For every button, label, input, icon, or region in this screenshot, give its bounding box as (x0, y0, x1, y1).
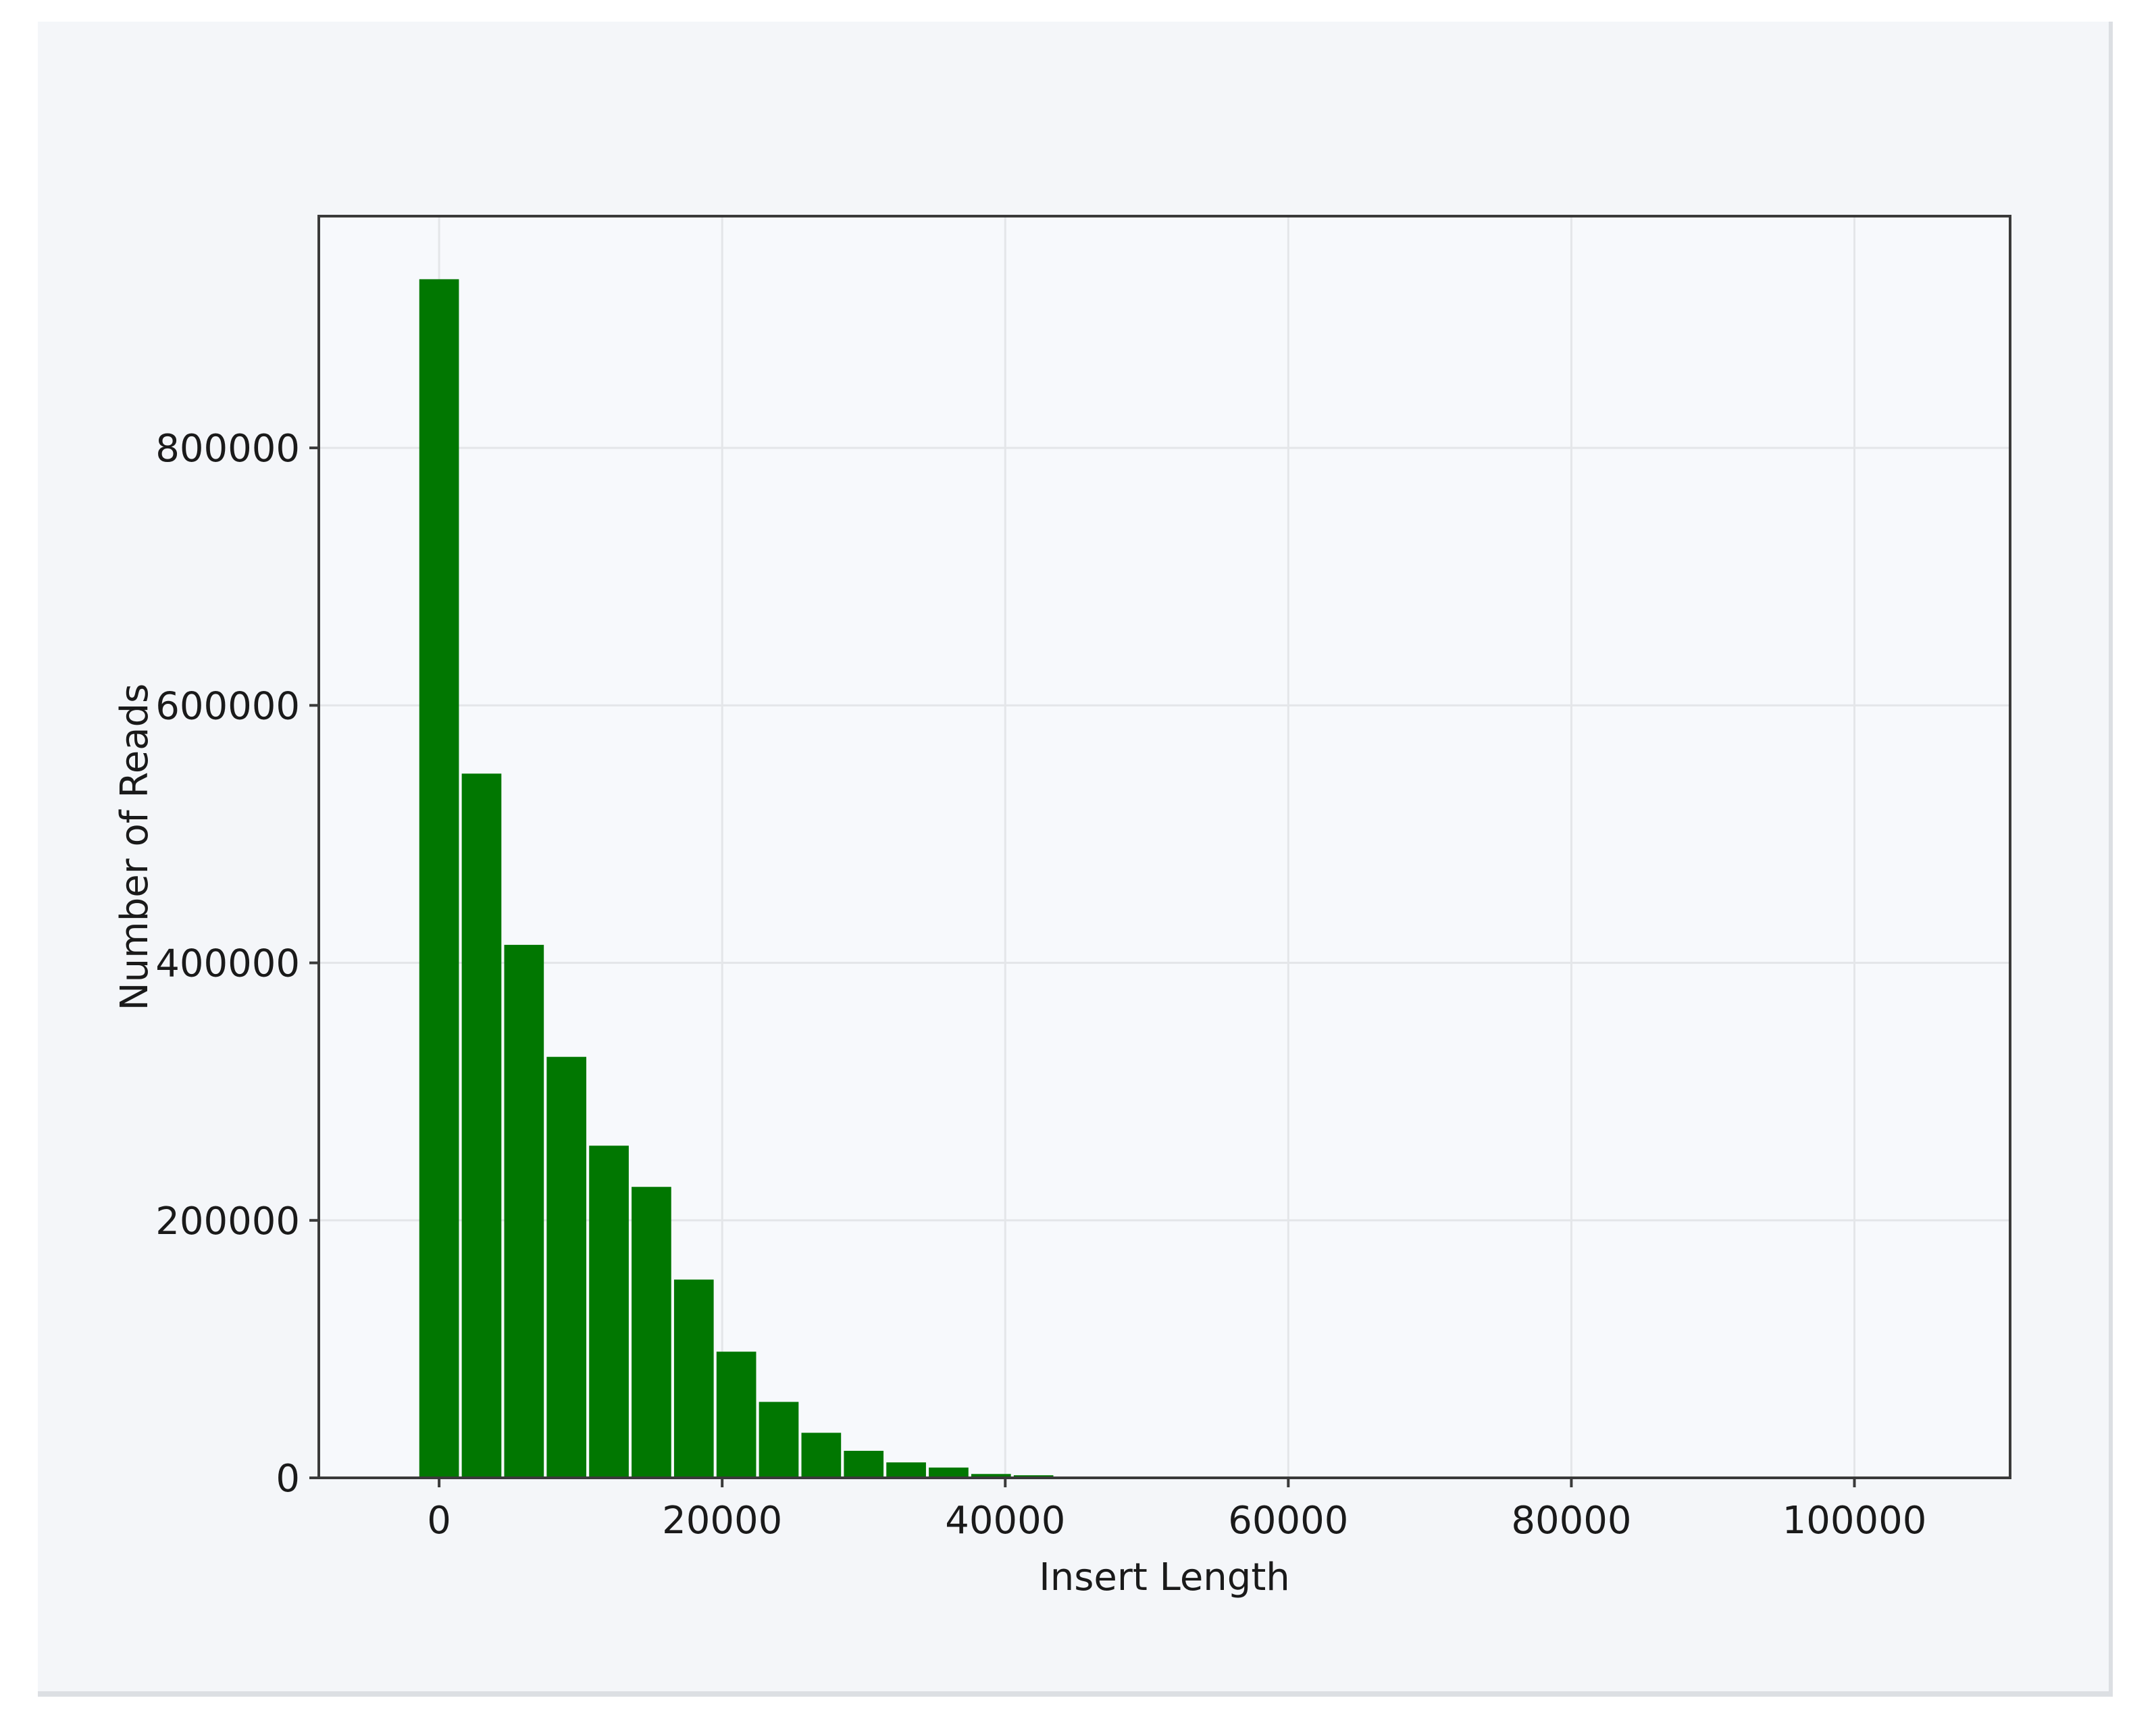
y-tick-label: 400000 (155, 942, 300, 986)
x-tick-label: 0 (427, 1499, 451, 1543)
y-tick-label: 600000 (155, 684, 300, 728)
x-tick-label: 40000 (945, 1499, 1065, 1543)
plot-frame (317, 215, 2011, 1479)
figure-panel: 0 20000 40000 60000 80000 100000 0 200000 400000… (38, 22, 2113, 1697)
bar (801, 1433, 842, 1478)
x-tick-label: 20000 (662, 1499, 782, 1543)
x-tick-label: 60000 (1228, 1499, 1348, 1543)
bar (546, 1056, 587, 1478)
bar (461, 773, 502, 1478)
bar (504, 944, 544, 1478)
bar-chart: 0 20000 40000 60000 80000 100000 0 200000 400000… (113, 215, 2011, 1599)
bar (844, 1450, 884, 1478)
x-tick-label: 80000 (1511, 1499, 1631, 1543)
x-axis-label: Insert Length (1039, 1556, 1290, 1599)
bar (589, 1146, 629, 1478)
bars (419, 279, 1054, 1478)
bar (971, 1474, 1011, 1478)
x-tick-label: 100000 (1782, 1499, 1927, 1543)
bar (673, 1279, 714, 1478)
bar (886, 1462, 926, 1478)
y-axis-label: Number of Reads (113, 684, 157, 1010)
bar (419, 279, 459, 1478)
bar (632, 1187, 671, 1478)
bar (759, 1402, 799, 1478)
bar (929, 1467, 969, 1478)
y-tick-label: 0 (276, 1457, 300, 1501)
bar (716, 1352, 756, 1478)
y-tick-label: 800000 (155, 427, 300, 471)
y-tick-label: 200000 (155, 1200, 300, 1243)
axis-ticks: 0 20000 40000 60000 80000 100000 0 200000 400000… (155, 427, 1926, 1543)
